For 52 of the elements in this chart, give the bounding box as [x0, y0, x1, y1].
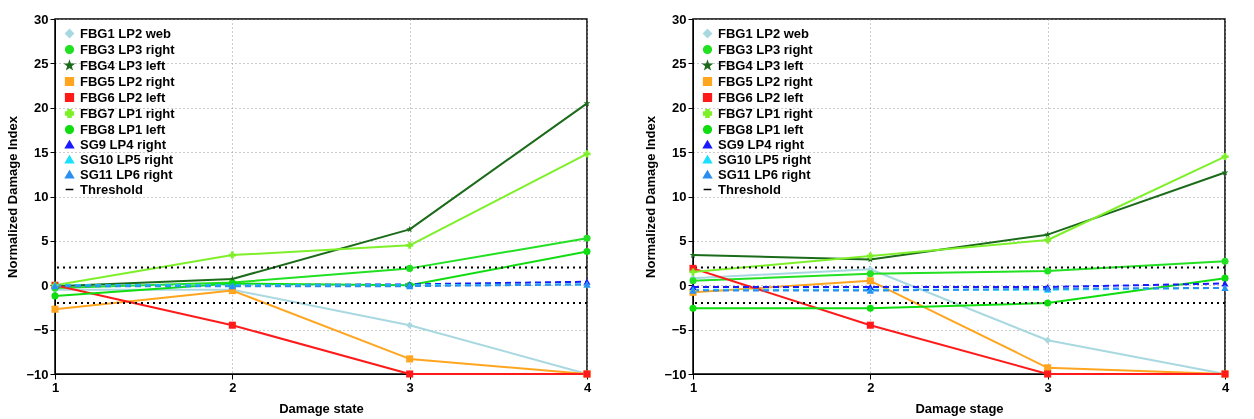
x-axis-title: Damage stage: [915, 400, 1004, 416]
y-tick-label: −10: [664, 366, 687, 382]
y-tick-label: −5: [671, 322, 687, 338]
y-tick-label: 20: [34, 100, 49, 116]
x-tick-label: 3: [1044, 379, 1052, 395]
x-tick-label: 2: [867, 379, 875, 395]
x-tick-label: 2: [229, 379, 237, 395]
y-tick-label: 10: [34, 189, 49, 204]
legend-label: FBG3 LP3 right: [80, 41, 176, 57]
y-tick-label: 20: [672, 100, 687, 116]
legend-label: FBG8 LP1 left: [718, 121, 804, 137]
legend-label: FBG5 LP2 right: [80, 73, 176, 89]
y-tick-label: 15: [672, 144, 687, 160]
legend-label: FBG7 LP1 right: [718, 105, 814, 121]
legend-label: FBG5 LP2 right: [718, 73, 814, 89]
y-tick-label: −10: [26, 366, 49, 382]
y-axis-title: Normalized Damage Index: [643, 115, 659, 278]
legend-label: SG9 LP4 right: [80, 136, 167, 152]
legend-label: SG9 LP4 right: [718, 136, 805, 152]
y-tick-label: 0: [679, 277, 687, 293]
legend-label: FBG1 LP2 web: [80, 25, 172, 41]
legend-label: Threshold: [80, 181, 143, 197]
y-tick-label: 0: [41, 277, 49, 293]
y-axis-title: Normalized Damage Index: [5, 115, 21, 278]
x-tick-label: 4: [1221, 379, 1230, 395]
y-tick-label: 10: [672, 189, 687, 204]
x-tick-label: 4: [583, 379, 592, 395]
legend-label: Threshold: [718, 181, 781, 197]
y-tick-label: 30: [672, 11, 687, 27]
legend-label: FBG6 LP2 left: [718, 89, 804, 105]
y-tick-label: 30: [34, 11, 49, 27]
x-tick-label: 1: [51, 379, 60, 395]
legend-label: FBG6 LP2 left: [80, 89, 166, 105]
legend-label: SG10 LP5 right: [80, 151, 174, 167]
legend-label: SG11 LP6 right: [718, 166, 812, 182]
y-tick-label: 25: [672, 55, 687, 71]
x-tick-label: 3: [406, 379, 414, 395]
legend-label: FBG1 LP2 web: [718, 25, 810, 41]
y-tick-label: 25: [34, 55, 49, 71]
legend-label: FBG4 LP3 left: [718, 57, 804, 73]
legend-label: FBG4 LP3 left: [80, 57, 166, 73]
y-tick-label: −5: [33, 322, 49, 338]
legend-label: FBG3 LP3 right: [718, 41, 814, 57]
legend-label: FBG8 LP1 left: [80, 121, 166, 137]
legend-label: SG10 LP5 right: [718, 151, 812, 167]
y-tick-label: 5: [41, 233, 49, 249]
x-axis-title: Damage state: [279, 400, 364, 416]
legend-label: SG11 LP6 right: [80, 166, 174, 182]
y-tick-label: 5: [679, 233, 687, 249]
legend-label: FBG7 LP1 right: [80, 105, 176, 121]
x-tick-label: 1: [689, 379, 698, 395]
y-tick-label: 15: [34, 144, 49, 160]
